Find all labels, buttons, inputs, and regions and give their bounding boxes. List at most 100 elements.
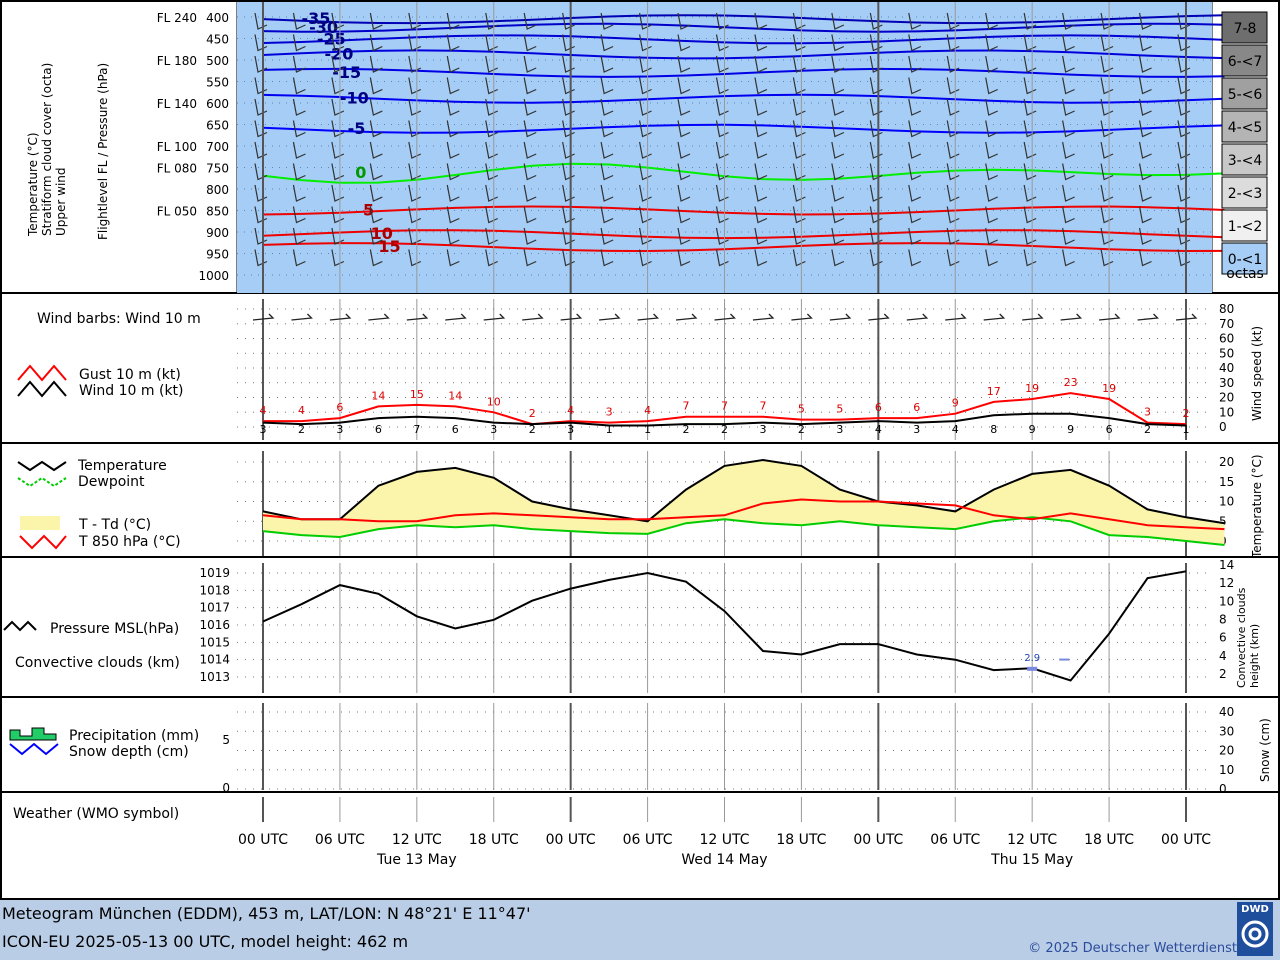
upper-wind-barb	[292, 98, 306, 116]
upper-wind-barb	[562, 34, 575, 52]
upper-wind-barb	[792, 141, 806, 159]
upper-wind-barb	[638, 77, 652, 95]
dwd-logo-text: DWD	[1241, 904, 1269, 915]
upper-wind-barb	[1138, 77, 1152, 95]
upper-wind-barb	[1100, 120, 1114, 138]
surface-wind-barb	[675, 313, 698, 321]
upper-wind-barb	[1100, 77, 1114, 95]
temperature-series-line	[262, 516, 1225, 546]
upper-wind-barb	[485, 141, 498, 159]
wind-tick-label: 20	[1219, 391, 1234, 405]
surface-wind-barb	[868, 313, 890, 321]
footer-copyright: © 2025 Deutscher Wetterdienst	[1028, 941, 1237, 956]
upper-wind-barb	[1100, 163, 1114, 181]
upper-wind-barb	[600, 12, 614, 30]
upper-wind-barb	[638, 249, 652, 267]
snow-legend-label: Snow depth (cm)	[69, 744, 189, 760]
upper-wind-barb	[1100, 98, 1114, 116]
dewpoint-legend-icon	[17, 476, 67, 488]
temperature-legend-icon	[17, 460, 67, 472]
upper-wind-barb	[485, 34, 498, 52]
time-tick-label: 06 UTC	[623, 832, 673, 848]
temperature-series-line	[262, 498, 1225, 531]
wind-tick-label: 80	[1219, 302, 1234, 316]
cloud-legend-label: 0-<1	[1228, 252, 1263, 268]
cloud-legend-box	[1221, 242, 1268, 275]
pressure-legend-icon	[3, 620, 37, 632]
time-tick-label: 12 UTC	[1007, 832, 1057, 848]
snow-tick-label: 20	[1219, 744, 1234, 758]
convective-tick-label: 8	[1219, 613, 1227, 627]
time-tick-label: 12 UTC	[392, 832, 442, 848]
wind-barbs-title: Wind barbs: Wind 10 m	[37, 311, 201, 327]
upper-wind-barb	[1100, 141, 1114, 159]
upper-wind-barb	[331, 98, 345, 116]
upper-wind-barb	[446, 206, 460, 224]
upper-wind-barb	[523, 227, 537, 245]
pressure-tick-label: 1014	[199, 653, 230, 667]
upper-wind-barb	[331, 206, 345, 224]
upper-wind-barb	[754, 249, 768, 267]
pressure-tick-label: 800	[206, 183, 229, 197]
surface-wind-barb	[1022, 313, 1044, 321]
surface-wind-barb	[714, 313, 736, 321]
upper-wind-barb	[1138, 206, 1152, 224]
upper-wind-barb	[408, 163, 422, 181]
wind-value-label: 2	[721, 423, 728, 436]
pressure-tick-label: 500	[206, 54, 229, 68]
upper-wind-barb	[754, 163, 768, 181]
convective-legend-label: Convective clouds (km)	[15, 655, 180, 671]
upper-wind-barb	[562, 163, 575, 181]
gust-value-label: 2	[1183, 407, 1190, 420]
upper-wind-barb	[677, 163, 691, 181]
upper-wind-barb	[1138, 120, 1152, 138]
upper-wind-barb	[369, 120, 383, 138]
flightlevel-tick-label: FL 180	[157, 54, 197, 68]
time-tick-label: 00 UTC	[1161, 832, 1211, 848]
wind-value-label: 1	[606, 423, 613, 436]
convective-tick-label: 6	[1219, 631, 1227, 645]
gust-value-label: 4	[644, 404, 651, 417]
upper-wind-barb	[638, 206, 652, 224]
upper-wind-barb	[792, 163, 806, 181]
wind-series-line	[262, 412, 1187, 427]
upper-wind-barb	[446, 12, 460, 30]
time-tick-label: 00 UTC	[238, 832, 288, 848]
upper-wind-barb	[1138, 163, 1152, 181]
upper-wind-barb	[985, 77, 998, 95]
pressure-tick-label: 450	[206, 33, 229, 47]
upper-wind-barb	[369, 249, 383, 267]
isotherm-line	[262, 229, 1225, 240]
pressure-tick-label: 900	[206, 226, 229, 240]
upper-wind-barb	[1062, 227, 1075, 245]
upper-wind-barb	[523, 98, 537, 116]
upper-wind-barb	[446, 98, 460, 116]
upper-wind-barb	[1062, 184, 1075, 202]
gust-value-label: 7	[759, 400, 766, 413]
upper-wind-barb	[792, 77, 806, 95]
wind-value-label: 4	[875, 423, 882, 436]
precip-legend-icon	[9, 727, 57, 741]
gust-value-label: 2	[529, 407, 536, 420]
upper-wind-barb	[908, 249, 922, 267]
cloud-legend-box	[1221, 143, 1268, 176]
upper-wind-barb	[946, 12, 960, 30]
upper-wind-barb	[446, 34, 460, 52]
upper-wind-barb	[677, 206, 691, 224]
upper-wind-barb	[523, 249, 537, 267]
upper-wind-barb	[600, 227, 614, 245]
upper-wind-barb	[523, 184, 537, 202]
wind-value-label: 1	[644, 423, 651, 436]
upper-wind-barb	[1100, 206, 1114, 224]
upper-wind-barb	[1062, 141, 1075, 159]
wind-tick-label: 0	[1219, 420, 1227, 434]
upper-wind-barb	[715, 34, 729, 52]
time-tick-label: 06 UTC	[930, 832, 980, 848]
pressure-tick-label: 750	[206, 162, 229, 176]
upper-wind-barb	[715, 227, 729, 245]
upper-wind-barb	[485, 227, 498, 245]
wind-value-label: 3	[336, 423, 343, 436]
cloud-legend-box	[1221, 209, 1268, 242]
upper-wind-barb	[946, 227, 960, 245]
